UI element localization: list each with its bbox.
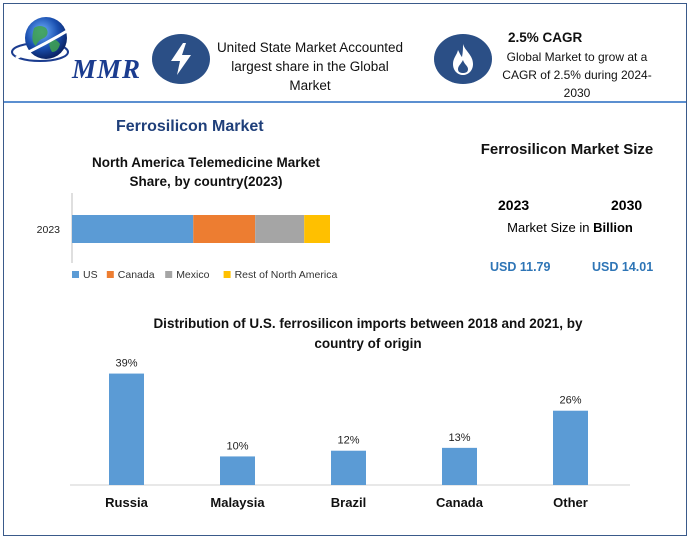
market-title: Ferrosilicon Market [116, 118, 264, 135]
lightning-bolt-icon [152, 34, 210, 84]
data-label: 39% [115, 358, 137, 370]
bar-russia [109, 373, 144, 485]
legend-swatch [223, 271, 231, 278]
cagr-text: Global Market to grow at a CAGR of 2.5% … [502, 50, 652, 100]
logo-text: MMR [72, 54, 142, 84]
header-divider [4, 101, 686, 103]
flame-icon [434, 34, 492, 84]
legend-swatch [72, 271, 79, 278]
na-share-chart: 2023 US Canada Mexico Rest of North America [37, 193, 338, 281]
data-label: 12% [337, 435, 359, 447]
data-label: 26% [559, 395, 581, 407]
tick-label: Russia [105, 495, 148, 510]
bar-segment-canada [193, 215, 256, 243]
bar-canada [442, 447, 477, 485]
imports-chart-title: Distribution of U.S. ferrosilicon import… [153, 316, 583, 351]
tick-label: Brazil [331, 495, 366, 510]
mmr-logo: MMR [10, 14, 140, 84]
market-size-prefix: Market Size in [507, 220, 594, 235]
globe-icon [11, 17, 73, 62]
bar-segment-mexico [255, 215, 305, 243]
market-value-2030: USD 14.01 [592, 260, 654, 274]
market-size-title: Ferrosilicon Market Size [480, 141, 654, 158]
bar-malaysia [220, 456, 255, 485]
bar-segment-rest-of-north-america [304, 215, 330, 243]
legend-label: Rest of North America [235, 269, 338, 281]
data-label: 10% [226, 440, 248, 452]
bar-segment-us [72, 215, 194, 243]
market-size-unit: Billion [593, 220, 633, 235]
year-2023: 2023 [498, 197, 530, 213]
tick-label: Other [553, 495, 588, 510]
market-size-subtitle: Market Size in Billion [466, 220, 674, 235]
data-label: 13% [448, 432, 470, 444]
year-2030: 2030 [611, 197, 643, 213]
na-chart-title: North America Telemedicine Market Share,… [91, 155, 321, 189]
us-share-text: United State Market Accounted largest sh… [216, 40, 404, 93]
bar-brazil [331, 450, 366, 485]
tick-label: Malaysia [210, 495, 265, 510]
legend-label: US [83, 269, 98, 281]
imports-bar-chart: 39% Russia 10% Malaysia 12% Brazil 13% Canada 26… [70, 358, 630, 510]
bar-other [553, 410, 588, 485]
legend-swatch [165, 271, 173, 278]
cagr-title: 2.5% CAGR [508, 30, 583, 45]
market-value-2023: USD 11.79 [490, 260, 551, 274]
legend-label: Mexico [176, 269, 209, 281]
page-frame [3, 3, 687, 536]
legend-swatch [106, 271, 114, 278]
tick-label: Canada [436, 495, 484, 510]
category-label: 2023 [37, 224, 61, 236]
legend-label: Canada [118, 269, 155, 281]
